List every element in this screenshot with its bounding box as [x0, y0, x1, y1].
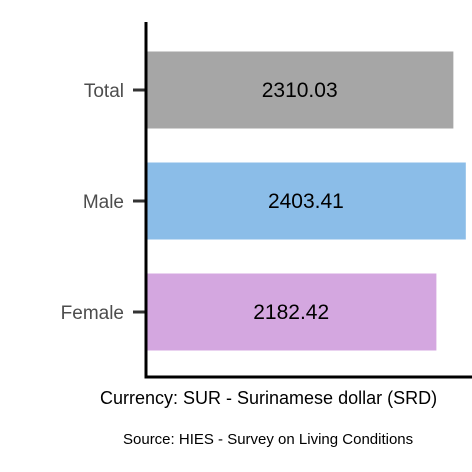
bar-male: [146, 162, 466, 240]
bar-female: [146, 273, 437, 351]
data-label-total: 2310.03: [262, 79, 338, 102]
bars-layer: 2310.03 2403.41 2182.42: [146, 51, 466, 351]
source-note: Source: HIES - Survey on Living Conditio…: [123, 431, 413, 448]
bar-total: [146, 51, 454, 129]
y-ticks-layer: Total Male Female: [61, 81, 146, 324]
y-tick-label-total: Total: [84, 81, 124, 102]
y-tick-label-female: Female: [61, 303, 124, 324]
data-label-female: 2182.42: [253, 301, 329, 324]
data-label-male: 2403.41: [268, 190, 344, 213]
y-tick-label-male: Male: [83, 192, 124, 213]
x-axis-label: Currency: SUR - Surinamese dollar (SRD): [100, 388, 437, 408]
